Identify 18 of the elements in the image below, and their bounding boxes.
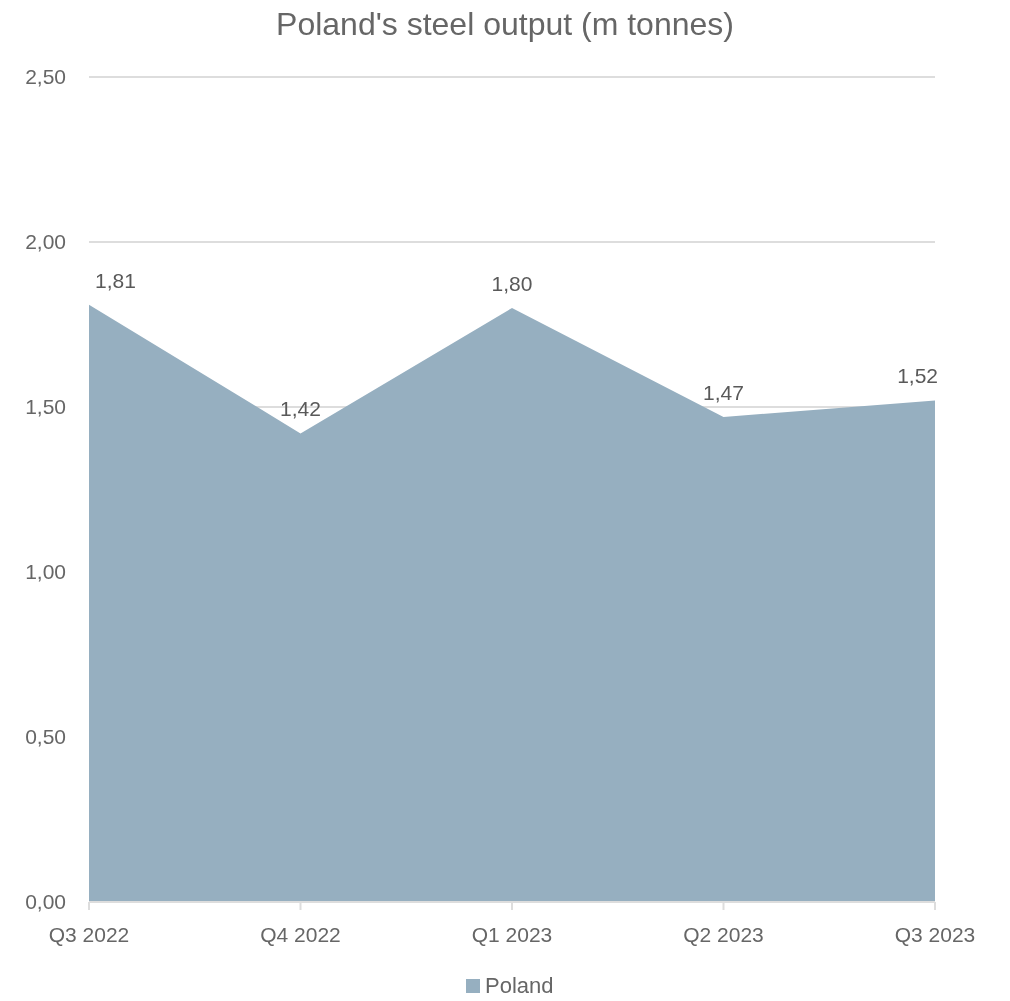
y-tick-label: 0,50 bbox=[25, 725, 66, 748]
data-label: 1,52 bbox=[897, 364, 938, 388]
chart-title: Poland's steel output (m tonnes) bbox=[276, 6, 734, 42]
legend-label: Poland bbox=[485, 973, 554, 998]
data-label: 1,42 bbox=[280, 397, 321, 421]
y-tick-label: 1,50 bbox=[25, 395, 66, 418]
y-tick-label: 2,00 bbox=[25, 230, 66, 253]
x-tick-label: Q3 2023 bbox=[894, 923, 976, 946]
x-tick-label: Q2 2023 bbox=[683, 923, 764, 946]
data-label: 1,80 bbox=[491, 272, 533, 295]
y-tick-label: 2,50 bbox=[25, 65, 66, 88]
y-tick-label: 1,00 bbox=[25, 560, 66, 583]
x-tick-label: Q3 2022 bbox=[48, 923, 130, 946]
y-tick-label: 0,00 bbox=[25, 890, 66, 913]
x-tick-label: Q4 2022 bbox=[260, 923, 341, 946]
data-label: 1,47 bbox=[703, 380, 744, 404]
x-tick-label: Q1 2023 bbox=[471, 923, 553, 946]
data-label: 1,81 bbox=[95, 268, 136, 292]
